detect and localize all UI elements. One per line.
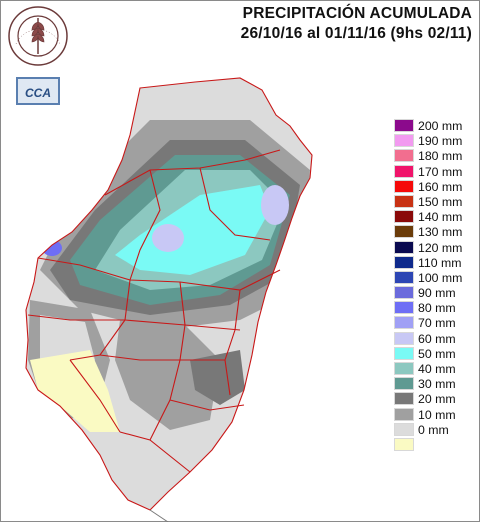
- legend-label: 200 mm: [418, 119, 463, 133]
- legend-item: 150 mm: [394, 194, 474, 210]
- legend-swatch: [394, 179, 414, 193]
- legend-swatch: [394, 149, 414, 163]
- legend-swatch: [394, 316, 414, 330]
- legend-item: 60 mm: [394, 331, 474, 347]
- legend-label: 140 mm: [418, 210, 463, 225]
- legend-swatch: [394, 377, 414, 391]
- legend-swatch: [394, 422, 414, 436]
- legend-swatch: [394, 164, 414, 178]
- legend-swatch: [394, 240, 414, 254]
- bolsa-cereales-logo: [8, 6, 68, 66]
- legend-item: 20 mm: [394, 392, 474, 407]
- legend-label: 150 mm: [418, 194, 463, 209]
- legend-label: 40 mm: [418, 362, 456, 376]
- cca-logo: CCA: [16, 77, 60, 105]
- legend-label: 120 mm: [418, 240, 463, 255]
- legend-swatch: [394, 286, 414, 300]
- legend-label: 190 mm: [418, 134, 463, 149]
- legend-label: 50 mm: [418, 346, 456, 361]
- legend-item: 190 mm: [394, 134, 474, 149]
- legend-label: 30 mm: [418, 377, 456, 392]
- legend-item: 30 mm: [394, 377, 474, 392]
- legend-item: 120 mm: [394, 240, 474, 256]
- map-date-range: 26/10/16 al 01/11/16 (9hs 02/11): [240, 25, 472, 42]
- legend-item: 130 mm: [394, 225, 474, 240]
- legend-item: 100 mm: [394, 270, 474, 286]
- precipitation-map: [25, 77, 313, 522]
- legend-swatch: [394, 407, 414, 421]
- legend-label: 60 mm: [418, 331, 456, 346]
- legend-swatch: [394, 119, 414, 132]
- legend-item: 140 mm: [394, 210, 474, 225]
- legend-item: [394, 437, 474, 453]
- legend-item: 0 mm: [394, 422, 474, 438]
- legend-swatch: [394, 134, 414, 148]
- legend-item: 170 mm: [394, 164, 474, 180]
- legend-swatch: [394, 194, 414, 208]
- legend-label: 160 mm: [418, 179, 463, 194]
- legend-swatch: [394, 301, 414, 315]
- legend-label: 20 mm: [418, 392, 456, 407]
- legend-item: 50 mm: [394, 346, 474, 362]
- legend-item: 80 mm: [394, 301, 474, 316]
- legend-label: 130 mm: [418, 225, 463, 240]
- map-title: PRECIPITACIÓN ACUMULADA: [242, 5, 472, 22]
- legend-label: 100 mm: [418, 270, 463, 285]
- legend-label: 0 mm: [418, 422, 449, 437]
- legend-swatch: [394, 346, 414, 360]
- legend-swatch: [394, 437, 414, 451]
- legend-label: 180 mm: [418, 149, 463, 164]
- legend-item: 180 mm: [394, 149, 474, 164]
- legend-label: 110 mm: [418, 255, 462, 270]
- legend-swatch: [394, 331, 414, 345]
- legend-label: 10 mm: [418, 407, 456, 422]
- legend-swatch: [394, 270, 414, 284]
- legend-label: 90 mm: [418, 286, 456, 301]
- legend-item: 10 mm: [394, 407, 474, 423]
- legend-item: 160 mm: [394, 179, 474, 195]
- svg-text:CCA: CCA: [25, 86, 51, 100]
- legend-swatch: [394, 392, 414, 406]
- legend-item: 40 mm: [394, 362, 474, 377]
- legend-swatch: [394, 255, 414, 269]
- legend-item: 70 mm: [394, 316, 474, 331]
- legend-item: 200 mm: [394, 119, 474, 134]
- legend-swatch: [394, 362, 414, 375]
- legend-label: 70 mm: [418, 316, 456, 331]
- legend-swatch: [394, 210, 414, 224]
- legend-item: 90 mm: [394, 286, 474, 301]
- legend-swatch: [394, 225, 414, 239]
- legend-label: 80 mm: [418, 301, 456, 316]
- legend: 200 mm 190 mm 180 mm 170 mm 160 mm 150 mm 140 …: [394, 119, 474, 453]
- legend-label: 170 mm: [418, 164, 463, 179]
- legend-item: 110 mm: [394, 255, 474, 271]
